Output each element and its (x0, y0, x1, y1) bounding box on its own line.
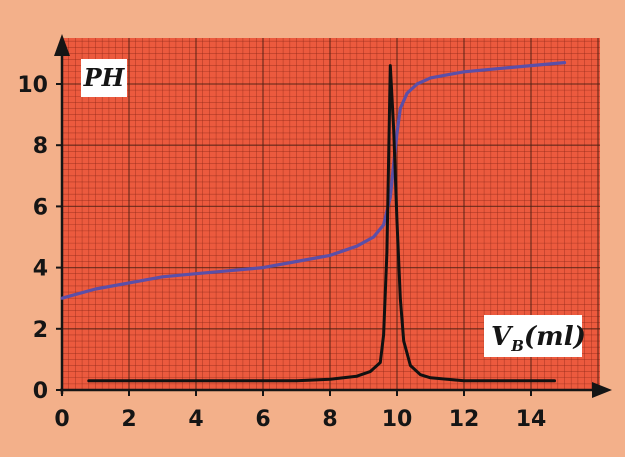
series-derivative-point (496, 379, 499, 383)
series-derivative-point (261, 379, 265, 383)
y-tick-label: 10 (17, 73, 48, 98)
series-derivative-point (385, 251, 389, 254)
x-tick-label: 6 (255, 407, 270, 432)
x-tick-label: 12 (449, 407, 480, 432)
series-derivative-point (389, 64, 392, 67)
series-ph-point (161, 275, 164, 278)
series-ph-point (563, 61, 566, 64)
series-ph-point (429, 76, 432, 80)
y-tick-label: 8 (33, 134, 48, 159)
series-ph-point (372, 235, 375, 239)
series-derivative-point (382, 333, 385, 337)
x-axis-label-box: VB(ml) (484, 315, 586, 357)
x-axis-arrow (592, 382, 612, 398)
y-tick-label: 2 (33, 318, 48, 343)
series-ph-point (529, 64, 533, 67)
series-derivative-point (409, 364, 412, 367)
series-ph-point (194, 272, 198, 275)
series-ph-point (395, 131, 399, 135)
series-derivative-point (127, 379, 131, 383)
series-derivative-point (387, 159, 390, 162)
series-derivative-point (446, 378, 449, 381)
x-axis-label: VB(ml) (491, 322, 586, 355)
series-ph-point (446, 73, 449, 77)
series-ph-point (295, 260, 298, 263)
y-axis-arrow (54, 34, 70, 56)
series-derivative-point (392, 128, 395, 132)
x-tick-label: 10 (382, 407, 413, 432)
x-tick-label: 14 (516, 407, 547, 432)
series-derivative-point (355, 375, 358, 378)
series-ph-point (328, 254, 332, 257)
series-ph-point (355, 244, 358, 248)
series-derivative-point (395, 220, 399, 223)
series-derivative-point (328, 378, 332, 381)
series-ph-point (228, 269, 231, 272)
series-ph-point (399, 107, 402, 110)
series-ph-point (496, 67, 499, 70)
series-ph-point (462, 70, 466, 73)
series-ph-point (382, 223, 385, 226)
series-derivative-point (419, 373, 422, 376)
y-tick-label: 0 (33, 379, 48, 404)
x-tick-label: 4 (188, 407, 203, 432)
series-ph-point (405, 91, 409, 95)
tick-labels: 0 2 4 6 8 10 12 14 0 2 4 6 8 10 (17, 73, 546, 432)
axes (54, 34, 612, 398)
series-ph-point (127, 281, 131, 285)
x-tick-label: 8 (322, 407, 337, 432)
series-derivative-point (369, 370, 372, 373)
grid-minor (62, 38, 600, 390)
series-derivative-point (529, 379, 533, 383)
series-derivative-point (462, 379, 466, 383)
x-tick-label: 2 (121, 407, 136, 432)
series-derivative-point (194, 379, 198, 383)
series-ph-point (415, 82, 419, 86)
series-derivative-point (402, 339, 405, 343)
series-derivative-point (379, 361, 382, 364)
series-layer (60, 60, 567, 383)
series-derivative-point (295, 379, 298, 383)
y-axis-label: PH (83, 63, 126, 92)
y-tick-label: 4 (33, 257, 48, 282)
series-derivative-point (429, 376, 432, 379)
series-ph-point (261, 266, 265, 269)
series-ph-point (60, 297, 64, 300)
y-tick-label: 6 (33, 195, 48, 220)
series-ph-point (94, 287, 97, 291)
series-derivative-point (87, 379, 91, 383)
y-axis-label-box: PH (81, 59, 127, 97)
series-derivative-point (399, 297, 402, 300)
series-derivative-point (553, 379, 556, 383)
series-ph-point (389, 196, 392, 199)
x-tick-label: 0 (54, 407, 69, 432)
